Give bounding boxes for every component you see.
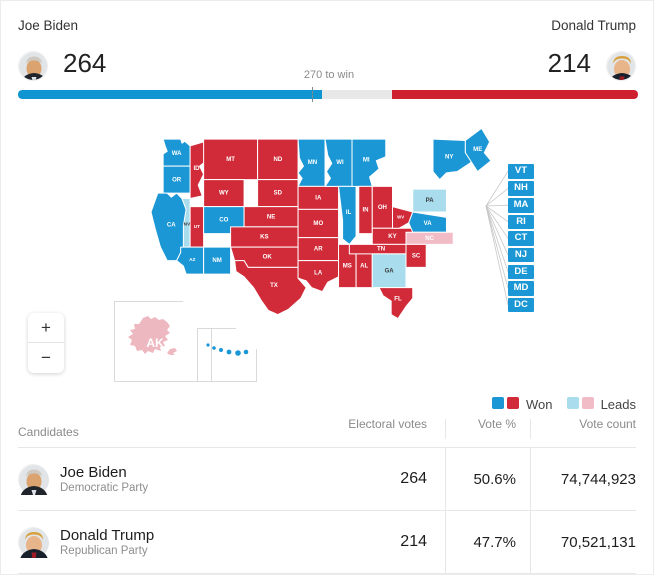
- svg-text:NM: NM: [212, 258, 221, 264]
- svg-text:ME: ME: [473, 147, 482, 153]
- svg-text:MS: MS: [343, 264, 352, 270]
- svg-text:ID: ID: [194, 166, 201, 172]
- svg-text:WY: WY: [219, 191, 229, 197]
- svg-text:AZ: AZ: [189, 257, 195, 263]
- svg-text:MI: MI: [363, 157, 370, 163]
- svg-text:PA: PA: [426, 198, 435, 204]
- svg-text:WA: WA: [172, 151, 182, 157]
- svg-text:AK: AK: [146, 336, 164, 350]
- svg-text:GA: GA: [385, 268, 395, 274]
- svg-text:CA: CA: [167, 222, 176, 228]
- svg-text:MN: MN: [308, 160, 317, 166]
- svg-text:LA: LA: [314, 270, 323, 276]
- svg-text:IN: IN: [362, 208, 368, 214]
- svg-text:ND: ND: [273, 157, 282, 163]
- svg-text:IL: IL: [346, 210, 352, 216]
- svg-text:SD: SD: [274, 191, 283, 197]
- svg-text:WV: WV: [397, 215, 404, 220]
- svg-text:MO: MO: [313, 221, 323, 227]
- svg-text:UT: UT: [194, 224, 200, 230]
- svg-text:CO: CO: [219, 218, 228, 224]
- svg-text:HI: HI: [222, 365, 234, 379]
- svg-text:NV: NV: [184, 222, 191, 228]
- svg-text:SC: SC: [412, 253, 421, 259]
- svg-text:NC: NC: [425, 236, 434, 242]
- svg-text:MT: MT: [226, 157, 235, 163]
- svg-text:TN: TN: [377, 247, 385, 253]
- svg-text:WI: WI: [336, 160, 344, 166]
- svg-text:AL: AL: [360, 264, 368, 270]
- svg-text:NE: NE: [267, 214, 275, 220]
- svg-text:FL: FL: [394, 296, 402, 302]
- svg-text:AR: AR: [314, 247, 323, 253]
- svg-text:KS: KS: [260, 235, 268, 241]
- svg-text:TX: TX: [270, 283, 278, 289]
- svg-text:OH: OH: [378, 205, 387, 211]
- svg-text:KY: KY: [388, 234, 396, 240]
- svg-text:VA: VA: [424, 221, 433, 227]
- svg-text:OR: OR: [172, 177, 182, 183]
- svg-text:IA: IA: [315, 195, 322, 201]
- svg-text:OK: OK: [263, 254, 273, 260]
- svg-text:NY: NY: [445, 154, 453, 160]
